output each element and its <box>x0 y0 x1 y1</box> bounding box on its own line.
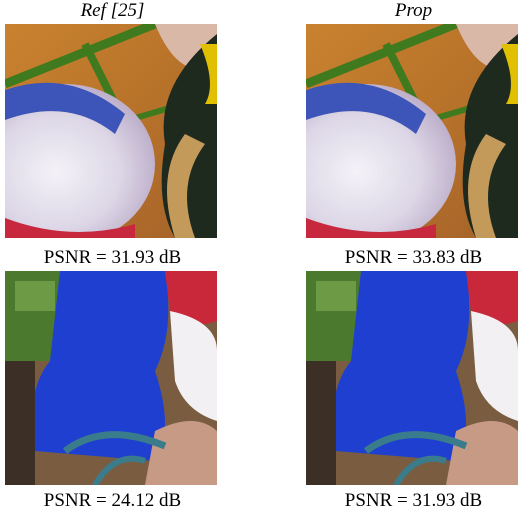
column-header: Ref [25] <box>5 0 220 22</box>
image <box>306 24 518 238</box>
caption: PSNR = 31.93 dB <box>306 490 518 512</box>
column-header: Prop <box>306 0 518 22</box>
image <box>5 24 217 238</box>
image <box>5 271 217 485</box>
image <box>306 271 518 485</box>
caption: PSNR = 31.93 dB <box>5 247 220 269</box>
figure: {"headers": ["Ref [25]", "Prop"], "capti… <box>0 0 518 516</box>
caption: PSNR = 33.83 dB <box>306 247 518 269</box>
caption: PSNR = 24.12 dB <box>5 490 220 512</box>
